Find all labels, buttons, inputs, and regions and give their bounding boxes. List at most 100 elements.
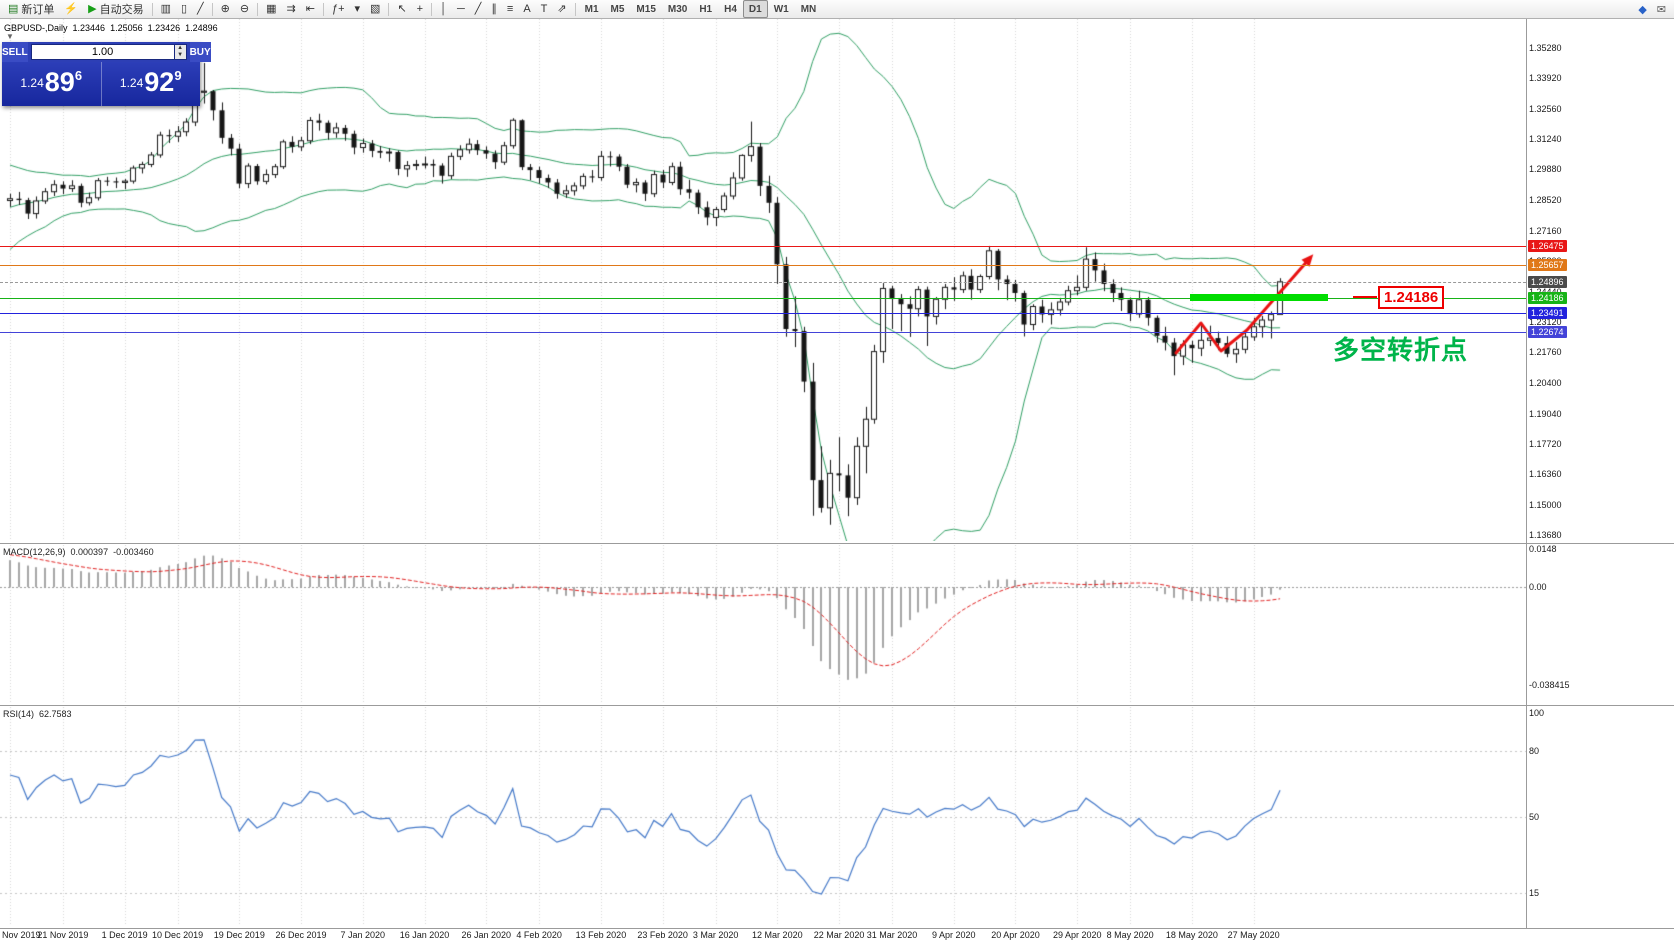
rsi-indicator-label: RSI(14) 62.7583 xyxy=(3,709,77,719)
current-price-tag: 1.24896 xyxy=(1528,275,1567,288)
one-click-trading-panel: SELL ▲ ▼ BUY 1.24 89 6 1.24 92 9 xyxy=(2,42,211,106)
text-icon-glyph: A xyxy=(523,2,531,15)
date-axis-label: 12 Mar 2020 xyxy=(752,930,803,940)
price-axis-tick: 1.20400 xyxy=(1529,378,1562,389)
periods-dropdown-button[interactable]: ▾ xyxy=(350,0,366,18)
crosshair-icon-glyph: + xyxy=(416,2,424,15)
line-chart-icon-button[interactable]: ╱ xyxy=(192,0,209,18)
line-chart-icon-glyph: ╱ xyxy=(197,2,204,15)
buy-price-main: 92 xyxy=(144,67,175,97)
timeframe-m15-button[interactable]: M15 xyxy=(636,3,656,15)
ohlc-high: 1.25056 xyxy=(110,23,143,33)
auto-scroll-icon-button[interactable]: ⇉ xyxy=(282,0,301,18)
toolbar-separator xyxy=(431,2,433,16)
toolbar-separator xyxy=(574,2,576,16)
buy-tab[interactable]: BUY xyxy=(189,42,211,62)
price-hline-tag: 1.23491 xyxy=(1528,307,1567,320)
metaquotes-logo-icon[interactable]: ◆ xyxy=(1638,3,1647,16)
lightning-icon-button[interactable]: ⚡ xyxy=(59,0,83,18)
zoom-out-icon-button[interactable]: ⊖ xyxy=(235,0,254,18)
price-axis-tick: 1.27160 xyxy=(1529,225,1562,236)
date-axis-label: 9 Apr 2020 xyxy=(931,930,976,940)
zoom-out-icon-glyph: ⊖ xyxy=(239,2,250,15)
timeframe-m1-button[interactable]: M1 xyxy=(584,3,599,15)
price-hline-tag: 1.25657 xyxy=(1528,258,1567,271)
price-axis-tick: 1.28520 xyxy=(1529,195,1562,206)
volume-increase-button[interactable]: ▲ xyxy=(177,45,184,51)
toolbar-separator xyxy=(322,2,324,16)
price-hline[interactable] xyxy=(0,246,1526,248)
indicators-icon-button[interactable]: ƒ+ xyxy=(327,0,350,18)
price-axis-tick: 1.29880 xyxy=(1529,164,1562,175)
price-hline-tag: 1.26475 xyxy=(1528,240,1567,253)
macd-panel-canvas[interactable] xyxy=(0,545,1526,703)
date-axis-label: 7 Jan 2020 xyxy=(340,930,386,940)
channel-icon-button[interactable]: ∥ xyxy=(486,0,502,18)
price-callout-box[interactable]: 1.24186 xyxy=(1378,286,1445,309)
price-hline[interactable] xyxy=(0,313,1526,315)
timeframe-mn-button[interactable]: MN xyxy=(800,3,817,15)
timeframe-d1-button[interactable]: D1 xyxy=(742,0,768,18)
price-axis-tick: 1.15000 xyxy=(1529,499,1562,510)
crosshair-icon-button[interactable]: + xyxy=(412,0,428,18)
chat-icon-button[interactable]: ✉ xyxy=(1656,3,1666,16)
chart-shift-icon-button[interactable]: ⇤ xyxy=(301,0,320,18)
rsi-panel-canvas[interactable] xyxy=(0,707,1526,926)
timeframe-h1-button[interactable]: H1 xyxy=(699,3,713,15)
tile-windows-icon-button[interactable]: ▦ xyxy=(261,0,281,18)
macd-indicator-label: MACD(12,26,9) 0.000397 -0.003460 xyxy=(3,547,159,557)
price-hline[interactable] xyxy=(0,264,1526,266)
date-axis-label: 3 Mar 2020 xyxy=(692,930,739,940)
price-axis-tick: 1.13680 xyxy=(1529,529,1562,540)
text-icon-button[interactable]: A xyxy=(518,0,535,18)
sell-tab[interactable]: SELL xyxy=(2,42,28,62)
date-axis-label: 29 Apr 2020 xyxy=(1052,930,1102,940)
cursor-icon-button[interactable]: ↖ xyxy=(392,0,411,18)
timeframe-m30-button[interactable]: M30 xyxy=(667,3,688,15)
bar-chart-icon-button[interactable]: ▥ xyxy=(156,0,176,18)
timeframe-h4-button[interactable]: H4 xyxy=(724,3,737,15)
volume-decrease-button[interactable]: ▼ xyxy=(177,52,184,58)
buy-button[interactable]: 1.24 92 9 xyxy=(102,62,201,106)
autotrading-button[interactable]: ▶ 自动交易 xyxy=(83,0,148,18)
date-axis-label: 1 Dec 2019 xyxy=(101,930,148,940)
price-axis-tick: 1.33920 xyxy=(1529,73,1562,84)
panel-divider[interactable] xyxy=(0,543,1674,544)
price-hline[interactable] xyxy=(0,297,1526,299)
chart-ohlc-header: GBPUSD-,Daily 1.23446 1.25056 1.23426 1.2489… xyxy=(4,23,223,33)
autotrading-glyph: ▶ xyxy=(88,2,97,15)
sell-button[interactable]: 1.24 89 6 xyxy=(2,62,101,106)
trendline-icon-glyph: ╱ xyxy=(474,2,482,15)
volume-field-wrap: ▲ ▼ xyxy=(27,42,190,62)
turning-point-note[interactable]: 多空转折点 xyxy=(1333,335,1469,365)
bar-chart-icon-glyph: ▥ xyxy=(160,2,171,15)
sell-price-prefix: 1.24 xyxy=(20,76,44,90)
date-axis-label: 22 Mar 2020 xyxy=(813,930,865,940)
vertical-line-icon-button[interactable]: │ xyxy=(435,0,452,18)
new-order-button[interactable]: ▤ 新订单 xyxy=(3,0,59,18)
templates-icon-button[interactable]: ▧ xyxy=(365,0,385,18)
date-axis-label: 19 Dec 2019 xyxy=(213,930,265,940)
toolbar-right-group: ◆ ✉ xyxy=(1633,0,1671,18)
label-icon-button[interactable]: T xyxy=(536,0,553,18)
rsi-axis-tick: 50 xyxy=(1529,811,1540,822)
arrows-icon-button[interactable]: ⇗ xyxy=(552,0,571,18)
panel-divider[interactable] xyxy=(0,705,1674,706)
support-highlight-bar[interactable] xyxy=(1190,294,1328,301)
zoom-in-icon-button[interactable]: ⊕ xyxy=(216,0,235,18)
volume-input[interactable] xyxy=(30,44,175,60)
candlestick-chart-icon-button[interactable]: ▯ xyxy=(176,0,192,18)
main-chart-canvas[interactable] xyxy=(0,19,1526,541)
fibonacci-icon-button[interactable]: ≡ xyxy=(502,0,518,18)
timeframe-m5-button[interactable]: M5 xyxy=(610,3,625,15)
ohlc-close: 1.24896 xyxy=(185,23,218,33)
price-axis-tick: 1.35280 xyxy=(1529,42,1562,53)
date-axis-label: 27 May 2020 xyxy=(1227,930,1280,940)
date-axis-label: 23 Feb 2020 xyxy=(637,930,688,940)
collapse-panel-arrow-icon[interactable]: ▼ xyxy=(6,32,14,41)
horizontal-line-icon-button[interactable]: ─ xyxy=(452,0,470,18)
price-hline[interactable] xyxy=(0,331,1526,333)
timeframe-w1-button[interactable]: W1 xyxy=(773,3,789,15)
price-axis-tick: 1.23120 xyxy=(1529,316,1562,327)
trendline-icon-button[interactable]: ╱ xyxy=(470,0,487,18)
